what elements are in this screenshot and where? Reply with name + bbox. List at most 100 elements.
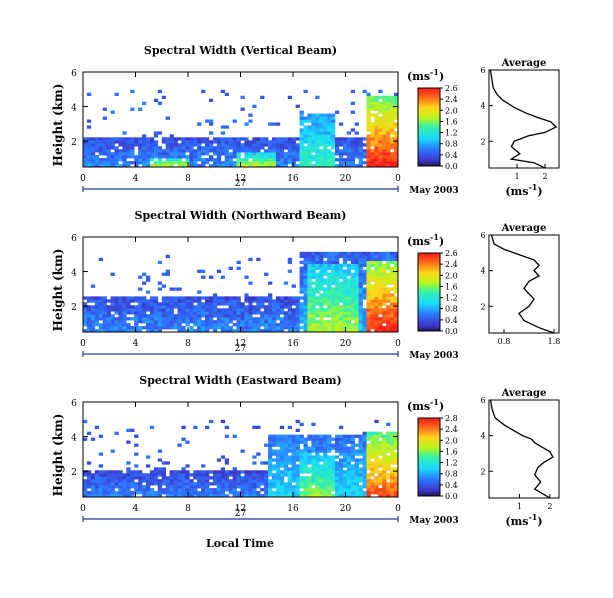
heatmap-cell <box>228 314 233 318</box>
avg-y-tick-label: 4 <box>480 432 485 441</box>
heatmap-cell <box>118 308 123 312</box>
heatmap-cell <box>378 116 383 120</box>
heatmap-cell <box>264 320 269 324</box>
heatmap-cell <box>142 164 147 168</box>
heatmap-cell <box>374 485 379 489</box>
heatmap-cell <box>279 455 285 459</box>
x-tick-label: 16 <box>287 504 299 514</box>
heatmap-cell <box>212 314 218 318</box>
heatmap-cell <box>212 488 218 492</box>
heatmap-cell <box>114 311 119 315</box>
heatmap-cell <box>299 302 304 306</box>
heatmap-cell <box>146 317 151 321</box>
heatmap-cell <box>283 467 289 471</box>
heatmap-cell <box>165 161 170 165</box>
heatmap-cell <box>272 311 277 315</box>
heatmap-cell <box>272 479 277 483</box>
avg-x-tick-label: 1 <box>517 502 522 511</box>
heatmap-cell <box>319 257 324 262</box>
heatmap-cell <box>319 251 324 256</box>
heatmap-cell <box>248 152 253 156</box>
heatmap-cell <box>307 311 312 315</box>
heatmap-cell <box>331 473 336 477</box>
heatmap-cell <box>244 323 249 327</box>
heatmap-cell <box>83 296 88 300</box>
heatmap-cell <box>248 257 253 262</box>
heatmap-cell <box>201 269 206 273</box>
heatmap-cell <box>366 452 371 456</box>
heatmap-cell <box>224 329 229 333</box>
ylabel-2: Height (km) <box>51 249 65 332</box>
heatmap-cell <box>378 110 383 114</box>
heatmap-cell <box>394 146 399 150</box>
heatmap-cell <box>335 491 340 495</box>
heatmap-cell <box>110 110 115 114</box>
colorbar <box>417 417 441 497</box>
heatmap-cell <box>126 308 131 312</box>
heatmap-cell <box>350 308 355 312</box>
heatmap-cell <box>378 311 383 315</box>
heatmap-cell <box>142 158 147 162</box>
heatmap-cell <box>382 290 387 294</box>
heatmap-cell <box>149 296 155 300</box>
heatmap-cell <box>311 257 316 262</box>
heatmap-cell <box>110 320 115 324</box>
heatmap-cell <box>102 116 107 120</box>
heatmap-cell <box>161 308 166 312</box>
heatmap-cell <box>394 92 399 97</box>
heatmap-cell <box>118 296 123 300</box>
heatmap-cell <box>275 470 281 474</box>
heatmap-cell <box>311 158 316 162</box>
heatmap-cell <box>299 140 304 144</box>
heatmap-cell <box>279 425 285 430</box>
heatmap-cell <box>149 146 155 150</box>
heatmap-cell <box>350 482 355 486</box>
heatmap-cell <box>228 482 233 486</box>
heatmap-cell <box>358 158 363 162</box>
heatmap-cell <box>165 326 170 330</box>
heatmap-cell <box>130 107 135 111</box>
heatmap-cell <box>366 443 371 447</box>
heatmap-cell <box>350 137 355 141</box>
heatmap-cell <box>311 455 316 459</box>
heatmap-cell <box>106 320 111 324</box>
heatmap-cell <box>342 269 348 273</box>
heatmap-cell <box>374 479 379 483</box>
heatmap-cell <box>331 464 336 468</box>
heatmap-cell <box>138 320 143 324</box>
heatmap-cell <box>374 311 379 315</box>
heatmap-cell <box>358 467 363 471</box>
heatmap-cell <box>86 308 92 312</box>
heatmap-cell <box>350 101 355 105</box>
heatmap-cell <box>212 479 218 483</box>
heatmap-cell <box>224 326 229 330</box>
heatmap-cell <box>201 296 206 300</box>
heatmap-cell <box>299 449 304 453</box>
heatmap-cell <box>248 326 253 330</box>
heatmap-cell <box>386 296 391 300</box>
heatmap-cell <box>232 296 237 300</box>
heatmap-cell <box>350 149 355 153</box>
heatmap-cell <box>287 482 292 486</box>
heatmap-cell <box>142 143 147 147</box>
heatmap-cell <box>256 479 261 483</box>
heatmap-cell <box>90 485 96 489</box>
heatmap-cell <box>279 491 285 495</box>
heatmap-cell <box>268 467 273 471</box>
heatmap-cell <box>216 317 222 321</box>
heatmap-cell <box>94 314 100 318</box>
heatmap-cell <box>173 494 178 498</box>
heatmap-cell <box>394 134 399 138</box>
heatmap-cell <box>169 155 174 159</box>
heatmap-cell <box>236 140 241 144</box>
heatmap-cell <box>319 131 324 135</box>
heatmap-cell <box>130 491 135 495</box>
heatmap-cell <box>212 320 218 324</box>
heatmap-cell <box>232 317 237 321</box>
heatmap-cell <box>342 323 348 327</box>
heatmap-cell <box>193 473 198 477</box>
heatmap-cell <box>366 467 371 471</box>
heatmap-cell <box>303 263 308 267</box>
heatmap-cell <box>264 296 269 300</box>
